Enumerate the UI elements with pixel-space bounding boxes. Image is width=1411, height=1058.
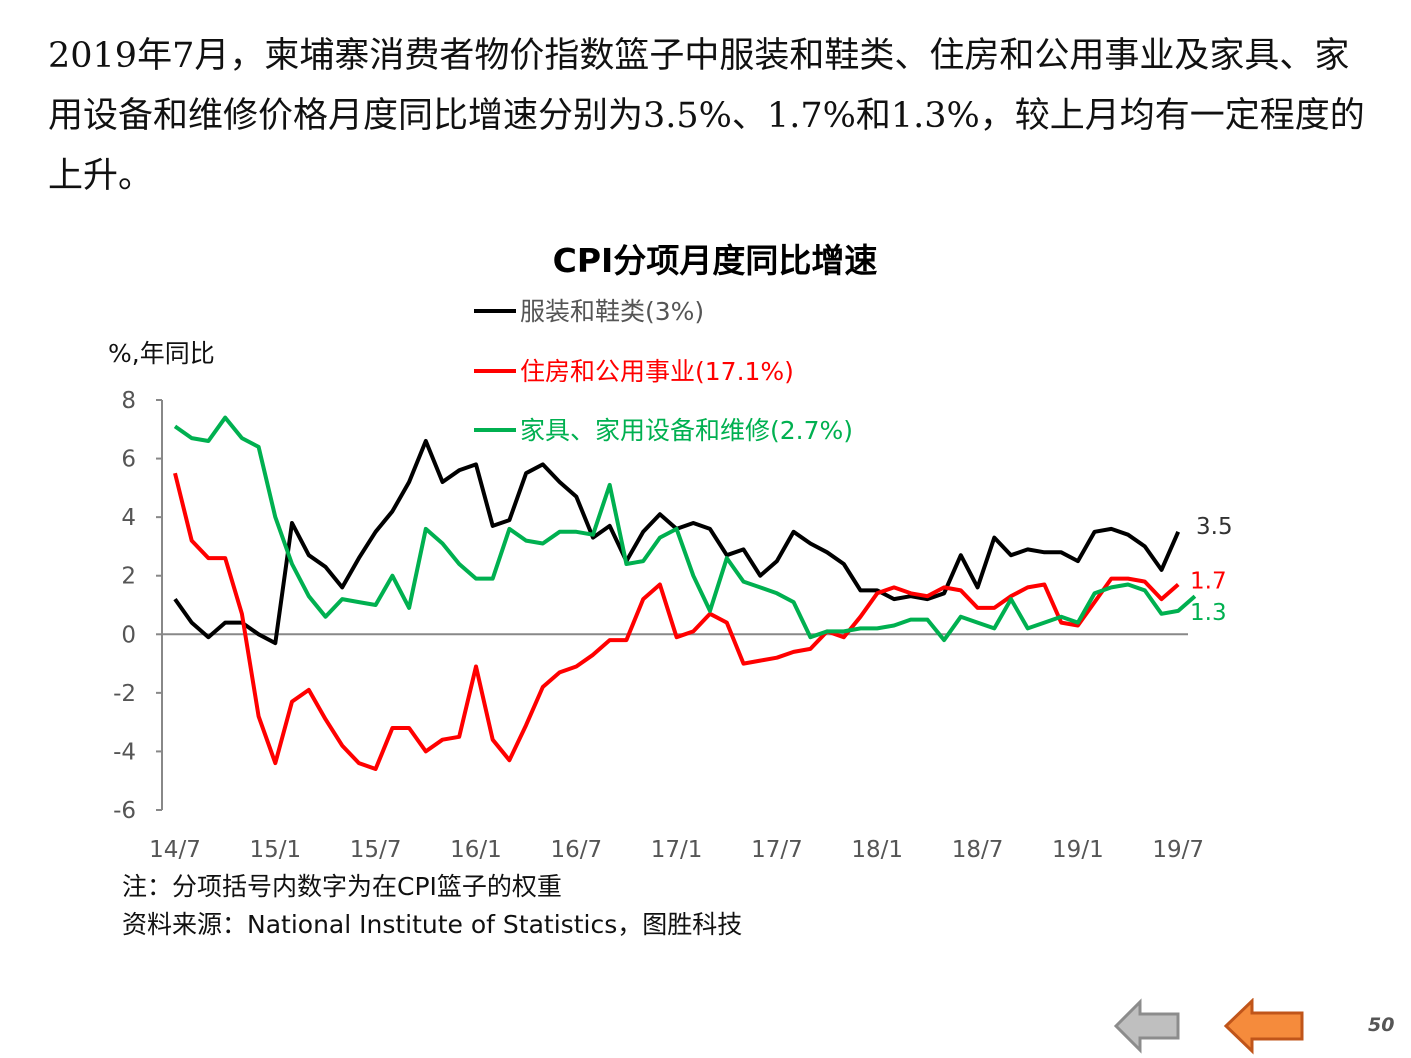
x-tick-label: 17/1 <box>651 837 703 863</box>
y-tick-label: 0 <box>121 622 136 648</box>
legend: 服装和鞋类(3%) 住房和公用事业(17.1%) 家具、家用设备和维修(2.7%) <box>474 297 853 445</box>
end-value-label: 3.5 <box>1196 514 1233 540</box>
x-tick-label: 16/1 <box>450 837 502 863</box>
y-tick-label: 8 <box>121 388 136 414</box>
legend-label: 家具、家用设备和维修(2.7%) <box>520 416 853 445</box>
left-arrow-gray-icon[interactable] <box>1112 998 1182 1056</box>
y-tick-label: 4 <box>121 505 136 531</box>
y-tick-label: -4 <box>113 739 136 765</box>
summary-paragraph: 2019年7月，柬埔寨消费者物价指数篮子中服装和鞋类、住房和公用事业及家具、家用… <box>48 36 1365 196</box>
series-line <box>173 415 1197 643</box>
series-lines: 3.5 1.7 1.3 <box>173 415 1233 771</box>
left-arrow-orange-icon[interactable] <box>1222 998 1306 1056</box>
chart-source: 资料来源：National Institute of Statistics，图胜… <box>122 910 743 939</box>
y-tick-label: -2 <box>113 681 136 707</box>
end-value-label: 1.7 <box>1190 569 1227 595</box>
series-line <box>173 439 1181 646</box>
y-tick-label: 6 <box>121 447 136 473</box>
legend-label: 服装和鞋类(3%) <box>520 297 704 326</box>
x-tick-label: 18/7 <box>952 837 1004 863</box>
x-tick-label: 15/1 <box>249 837 301 863</box>
legend-label: 住房和公用事业(17.1%) <box>520 357 794 386</box>
x-tick-label: 19/1 <box>1052 837 1104 863</box>
end-value-label: 1.3 <box>1190 600 1227 626</box>
x-tick-label: 17/7 <box>751 837 803 863</box>
chart-note: 注：分项括号内数字为在CPI篮子的权重 <box>122 872 562 901</box>
x-tick-label: 15/7 <box>350 837 402 863</box>
series-line <box>173 472 1180 771</box>
x-tick-label: 19/7 <box>1152 837 1204 863</box>
x-tick-label: 14/7 <box>149 837 201 863</box>
x-tick-label: 18/1 <box>851 837 903 863</box>
chart-title: CPI分项月度同比增速 <box>553 241 878 280</box>
axes: 8 6 4 2 0 -2 -4 -6 14/7 15/1 15/7 16/1 16/7 17/1 17/7 1… <box>113 388 1204 863</box>
x-tick-label: 16/7 <box>550 837 602 863</box>
y-axis-label: %,年同比 <box>108 339 215 368</box>
y-tick-label: -6 <box>113 798 136 824</box>
page-number: 50 <box>1368 1014 1395 1036</box>
y-tick-label: 2 <box>121 564 136 590</box>
